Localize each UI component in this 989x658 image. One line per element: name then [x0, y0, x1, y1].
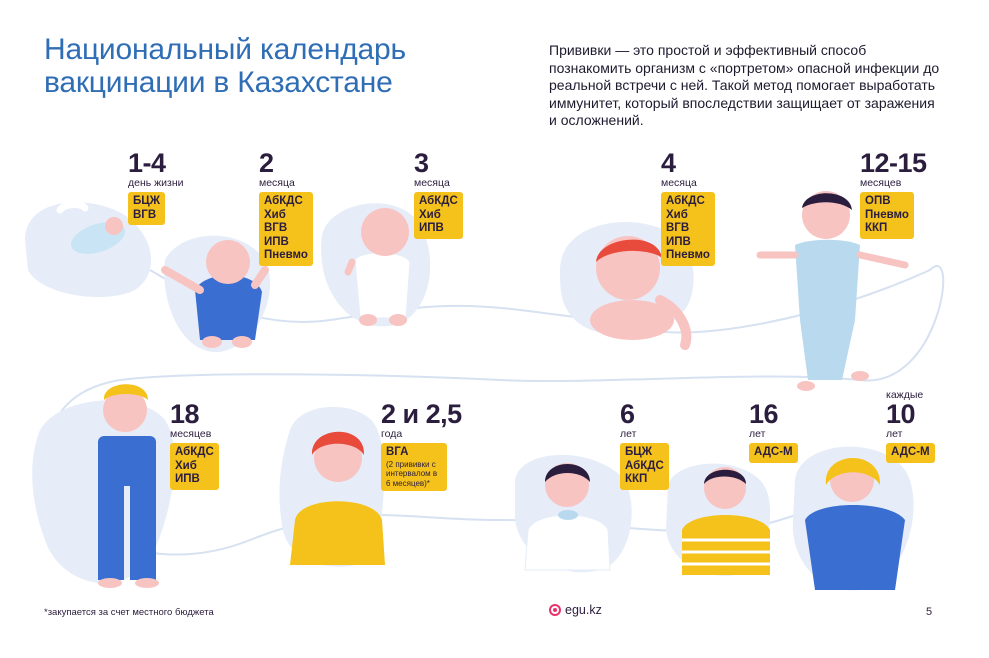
child-18-months	[98, 384, 159, 588]
vaccine-item: ОПВ	[865, 195, 891, 207]
vaccine-item: Хиб	[175, 459, 197, 472]
vaccine-item: БЦЖ	[133, 195, 161, 207]
vaccine-item: Пневмо	[666, 249, 710, 261]
stage-age: 12-15	[860, 148, 927, 178]
vaccine-badge: АбКДС Хиб ИПВ	[170, 443, 219, 490]
child-3-months	[344, 208, 411, 326]
stage-age: 1-4	[128, 148, 166, 178]
stage-age: 4	[661, 148, 676, 178]
page-number: 5	[926, 606, 933, 618]
adult	[805, 457, 905, 590]
vaccine-badge: АДС-М	[886, 443, 935, 463]
stage-unit: лет	[886, 428, 903, 440]
child-16-years	[682, 467, 770, 575]
blobs	[25, 202, 914, 591]
vaccine-item: ИПВ	[666, 235, 691, 248]
stage-6-years: 6 лет БЦЖ АбКДС ККП	[620, 401, 669, 490]
stage-2-months: 2 месяца АбКДС Хиб ВГВ ИПВ Пневмо	[259, 150, 313, 266]
stage-12-15-months: 12-15 месяцев ОПВ Пневмо ККП	[860, 150, 927, 239]
logo-icon	[549, 604, 561, 616]
stage-every-10-years: каждые 10 лет АДС-М	[886, 389, 935, 463]
vaccine-note: (2 прививки с интервалом в 6 месяцев)*	[386, 459, 438, 488]
stage-age: 10	[886, 399, 916, 429]
child-4-months	[590, 236, 692, 350]
child-newborn	[56, 201, 125, 254]
vaccine-badge: ОПВ Пневмо ККП	[860, 192, 914, 239]
vaccine-badge: АбКДС Хиб ВГВ ИПВ Пневмо	[661, 192, 715, 266]
stage-age: 18	[170, 399, 200, 429]
child-2-months	[161, 240, 269, 348]
stage-unit: месяца	[414, 177, 450, 189]
stage-unit: месяца	[259, 177, 295, 189]
vaccine-item: АбКДС	[264, 195, 303, 207]
child-2-years	[290, 431, 385, 565]
vaccine-item: АДС-М	[754, 446, 793, 458]
footnote: *закупается за счет местного бюджета	[44, 607, 214, 618]
stage-age: 6	[620, 399, 635, 429]
brand-logo[interactable]: egu.kz	[549, 603, 602, 617]
vaccine-item: Хиб	[666, 208, 688, 221]
vaccine-item: ККП	[625, 473, 648, 485]
stage-prefix: каждые	[886, 389, 924, 401]
logo-text: egu.kz	[565, 603, 602, 617]
vaccine-item: ВГВ	[133, 208, 157, 221]
vaccine-item: АбКДС	[419, 195, 458, 207]
vaccine-badge: БЦЖ АбКДС ККП	[620, 443, 669, 490]
vaccine-item: ВГВ	[666, 222, 690, 234]
stage-unit: месяцев	[860, 177, 902, 189]
stage-18-months: 18 месяцев АбКДС Хиб ИПВ	[170, 401, 219, 490]
vaccine-item: АбКДС	[666, 195, 705, 207]
stage-unit: года	[381, 428, 403, 440]
vaccine-item: ККП	[865, 222, 888, 234]
intro-text: Прививки — это простой и эффективный спо…	[549, 42, 940, 128]
vaccine-item: ИПВ	[419, 222, 444, 234]
vaccine-badge: ВГА (2 прививки с интервалом в 6 месяцев…	[381, 443, 447, 491]
stage-age: 3	[414, 148, 429, 178]
vaccine-item: АДС-М	[891, 446, 930, 458]
stage-unit: месяца	[661, 177, 697, 189]
vaccine-item: ВГА	[386, 446, 409, 458]
timeline-path	[46, 265, 945, 556]
child-6-years	[524, 463, 611, 571]
stage-age: 2 и 2,5	[381, 399, 462, 429]
vaccine-item: Пневмо	[264, 249, 308, 261]
child-12-months	[756, 191, 909, 391]
vaccine-item: БЦЖ	[625, 446, 653, 458]
vaccine-item: Пневмо	[865, 208, 909, 221]
vaccine-badge: АбКДС Хиб ВГВ ИПВ Пневмо	[259, 192, 313, 266]
vaccine-item: Хиб	[264, 208, 286, 221]
stage-age: 2	[259, 148, 274, 178]
stage-unit: лет	[620, 428, 637, 440]
stage-4-months: 4 месяца АбКДС Хиб ВГВ ИПВ Пневмо	[661, 150, 715, 266]
vaccine-item: Хиб	[419, 208, 441, 221]
page-title: Национальный календарь вакцинации в Каза…	[44, 33, 406, 99]
stage-age: 16	[749, 399, 779, 429]
stage-3-months: 3 месяца АбКДС Хиб ИПВ	[414, 150, 463, 239]
vaccine-badge: БЦЖ ВГВ	[128, 192, 166, 225]
stage-unit: месяцев	[170, 428, 212, 440]
vaccine-badge: АДС-М	[749, 443, 798, 463]
vaccine-item: ИПВ	[175, 473, 200, 485]
stage-unit: день жизни	[128, 177, 184, 189]
stage-unit: лет	[749, 428, 766, 440]
vaccine-item: ВГВ	[264, 222, 288, 234]
stage-16-years: 16 лет АДС-М	[749, 401, 798, 463]
stage-1-4-days: 1-4 день жизни БЦЖ ВГВ	[128, 150, 184, 225]
vaccine-item: ИПВ	[264, 235, 289, 248]
vaccine-item: АбКДС	[625, 459, 664, 472]
vaccine-item: АбКДС	[175, 446, 214, 458]
stage-2-2-5-years: 2 и 2,5 года ВГА (2 прививки с интервало…	[381, 401, 462, 491]
vaccine-badge: АбКДС Хиб ИПВ	[414, 192, 463, 239]
